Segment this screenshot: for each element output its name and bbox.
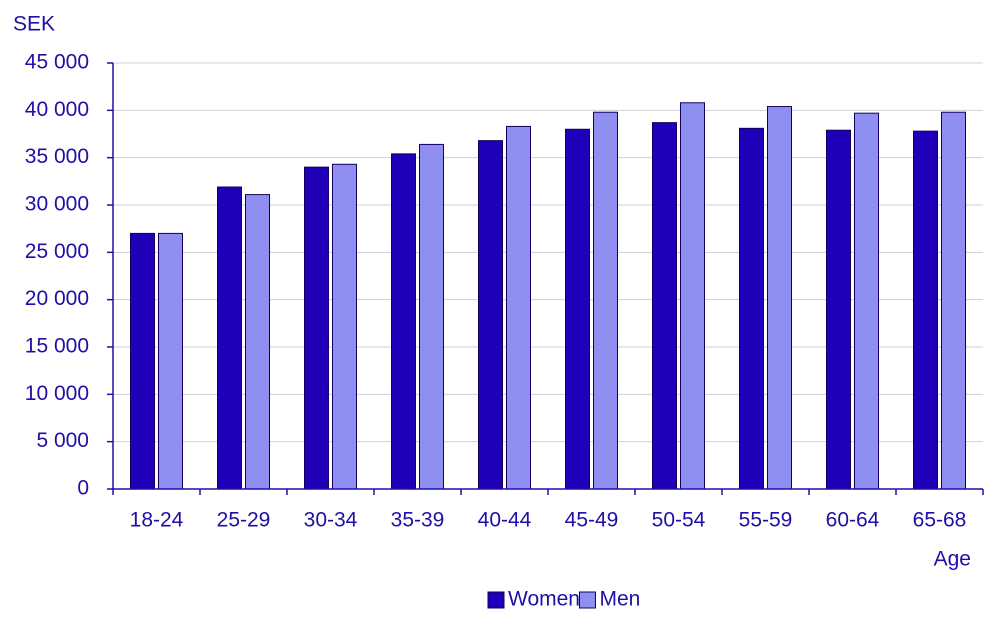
x-tick-label: 55-59 [739, 509, 793, 532]
x-tick-label: 50-54 [652, 509, 706, 532]
bar [217, 186, 242, 490]
bar [739, 127, 764, 490]
bar [506, 125, 531, 490]
bar [304, 166, 329, 490]
y-tick-label: 10 000 [25, 382, 89, 405]
x-tick-label: 60-64 [826, 509, 880, 532]
x-tick-label: 25-29 [217, 509, 271, 532]
y-tick-label: 25 000 [25, 240, 89, 263]
y-tick-label: 30 000 [25, 193, 89, 216]
y-tick-label: 35 000 [25, 145, 89, 168]
y-tick-label: 20 000 [25, 287, 89, 310]
x-tick-label: 35-39 [391, 509, 445, 532]
bar [652, 122, 677, 490]
bar [158, 232, 183, 490]
y-tick-label: 45 000 [25, 51, 89, 74]
x-tick-label: 65-68 [913, 509, 967, 532]
x-tick-label: 18-24 [130, 509, 184, 532]
y-tick-label: 40 000 [25, 98, 89, 121]
y-tick-label: 15 000 [25, 335, 89, 358]
bar [565, 128, 590, 490]
legend-label: Men [600, 588, 641, 611]
x-axis-label: Age [934, 548, 971, 571]
bar [245, 194, 270, 490]
x-tick-label: 45-49 [565, 509, 619, 532]
bar [332, 163, 357, 490]
bar [941, 111, 966, 490]
bar [130, 232, 155, 490]
bar [913, 130, 938, 490]
legend-swatch [487, 591, 505, 609]
x-tick-label: 40-44 [478, 509, 532, 532]
bar [419, 143, 444, 490]
legend-label: Women [508, 588, 580, 611]
bar [478, 140, 503, 490]
y-axis-label: SEK [13, 13, 55, 36]
bar [826, 129, 851, 490]
bar [854, 112, 879, 490]
bar [767, 106, 792, 490]
legend-swatch [579, 591, 596, 609]
bar [680, 102, 705, 490]
bar [593, 111, 618, 490]
bar [391, 153, 416, 490]
y-tick-label: 0 [77, 477, 89, 500]
y-tick-label: 5 000 [36, 429, 89, 452]
x-tick-label: 30-34 [304, 509, 358, 532]
